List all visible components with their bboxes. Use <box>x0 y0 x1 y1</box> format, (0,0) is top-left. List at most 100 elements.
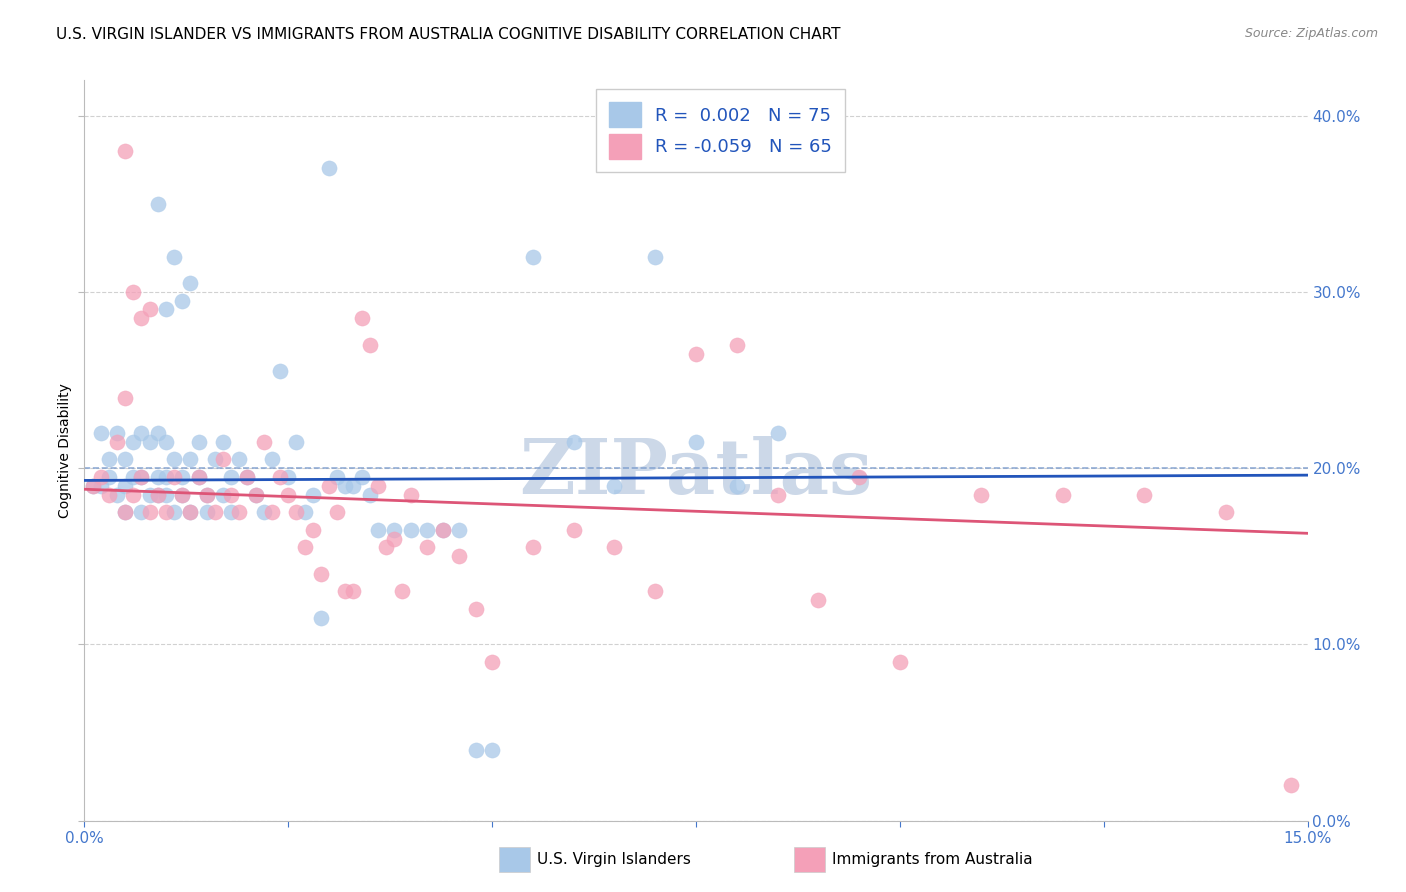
Point <box>432 523 454 537</box>
Point <box>122 470 145 484</box>
Point <box>269 364 291 378</box>
Point <box>350 470 373 484</box>
Point <box>114 144 136 158</box>
Point <box>1279 778 1302 792</box>
Point <box>359 487 381 501</box>
Point <box>260 452 283 467</box>
Point <box>326 505 349 519</box>
Point <box>172 293 194 308</box>
Point <box>766 487 789 501</box>
Point <box>236 470 259 484</box>
Point <box>350 311 373 326</box>
Point <box>138 434 160 449</box>
Point <box>172 470 194 484</box>
Point <box>399 523 422 537</box>
Point <box>82 479 104 493</box>
Point <box>212 452 235 467</box>
Point <box>970 487 993 501</box>
Point <box>391 584 413 599</box>
Point <box>155 302 177 317</box>
Point <box>807 593 830 607</box>
Point <box>90 425 112 440</box>
Point <box>449 523 471 537</box>
Point <box>105 487 128 501</box>
Point <box>146 487 169 501</box>
Point <box>685 434 707 449</box>
Point <box>219 505 242 519</box>
Point <box>131 470 153 484</box>
Point <box>1052 487 1074 501</box>
Point <box>603 479 626 493</box>
Point <box>155 505 177 519</box>
Point <box>138 302 160 317</box>
Point <box>163 250 186 264</box>
Point <box>219 470 242 484</box>
Point <box>146 487 169 501</box>
Point <box>603 541 626 555</box>
Point <box>285 434 308 449</box>
Point <box>481 655 503 669</box>
Point <box>260 505 283 519</box>
Point <box>245 487 267 501</box>
Point <box>277 470 299 484</box>
Point <box>318 479 340 493</box>
Point <box>172 487 194 501</box>
Point <box>889 655 911 669</box>
Point <box>432 523 454 537</box>
Point <box>449 549 471 564</box>
Point <box>114 391 136 405</box>
Point <box>212 434 235 449</box>
Point <box>97 470 120 484</box>
Point <box>245 487 267 501</box>
Point <box>294 505 316 519</box>
Point <box>179 276 201 290</box>
Point <box>146 196 169 211</box>
Point <box>114 505 136 519</box>
Point <box>318 161 340 176</box>
Point <box>90 479 112 493</box>
Point <box>146 470 169 484</box>
Point <box>82 479 104 493</box>
Point <box>301 487 323 501</box>
Point <box>269 470 291 484</box>
Point <box>146 425 169 440</box>
Point <box>375 541 398 555</box>
Point <box>179 505 201 519</box>
Point <box>562 523 585 537</box>
Point <box>236 470 259 484</box>
Point <box>195 487 218 501</box>
Point <box>359 337 381 351</box>
Point <box>204 505 226 519</box>
Point <box>342 479 364 493</box>
Text: U.S. VIRGIN ISLANDER VS IMMIGRANTS FROM AUSTRALIA COGNITIVE DISABILITY CORRELATI: U.S. VIRGIN ISLANDER VS IMMIGRANTS FROM … <box>56 27 841 42</box>
Point <box>187 470 209 484</box>
Point <box>277 487 299 501</box>
Point <box>766 425 789 440</box>
Text: Immigrants from Australia: Immigrants from Australia <box>832 853 1033 867</box>
Point <box>725 337 748 351</box>
Point <box>195 487 218 501</box>
Point <box>367 523 389 537</box>
Point <box>335 584 357 599</box>
Point <box>155 487 177 501</box>
Point <box>138 505 160 519</box>
Point <box>155 434 177 449</box>
Point <box>155 470 177 484</box>
Point <box>562 434 585 449</box>
Point <box>195 505 218 519</box>
Point <box>105 425 128 440</box>
Point <box>187 434 209 449</box>
Point <box>163 452 186 467</box>
Point <box>416 541 439 555</box>
Point <box>131 470 153 484</box>
Point <box>179 505 201 519</box>
Point <box>122 285 145 299</box>
Point <box>481 743 503 757</box>
Point <box>522 541 544 555</box>
Point <box>644 250 666 264</box>
Point <box>97 487 120 501</box>
Point <box>122 434 145 449</box>
Point <box>342 584 364 599</box>
Point <box>163 470 186 484</box>
Point <box>114 479 136 493</box>
